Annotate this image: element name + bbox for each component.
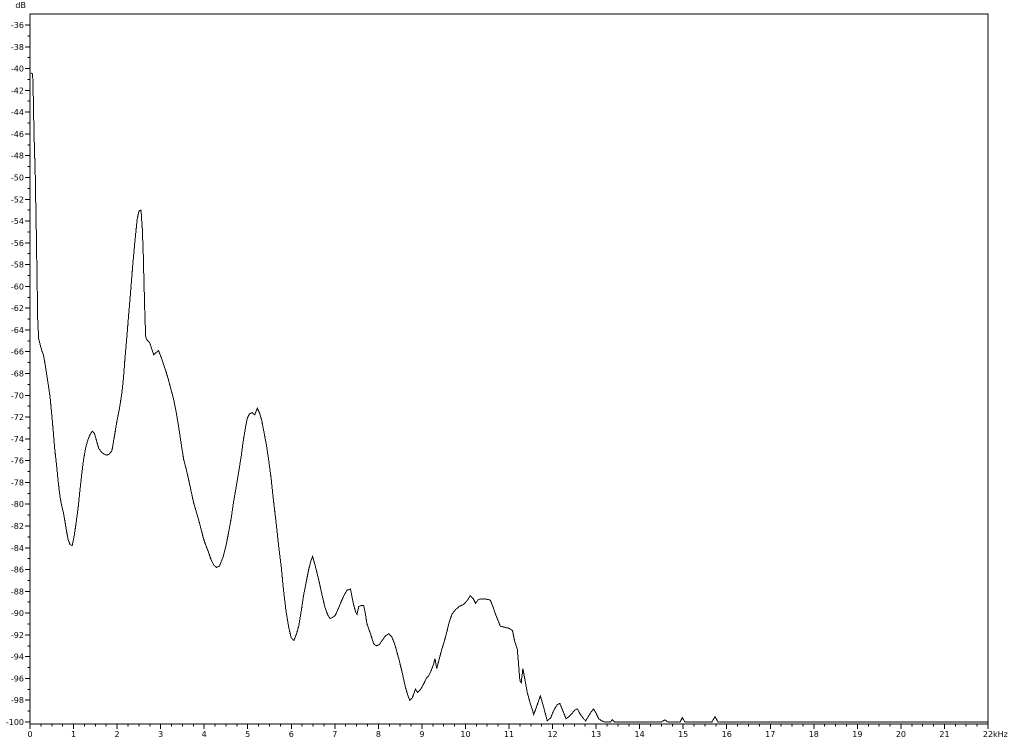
y-axis-tick-label: -80 bbox=[11, 500, 24, 509]
y-axis-tick-label: -56 bbox=[11, 239, 24, 248]
y-axis-tick-label: -74 bbox=[11, 435, 24, 444]
y-axis-tick-label: -84 bbox=[11, 544, 24, 553]
x-axis-tick-label: 22 bbox=[983, 730, 993, 739]
y-axis-tick-label: -38 bbox=[11, 43, 24, 52]
x-axis-tick-label: 10 bbox=[460, 730, 470, 739]
y-axis-tick-label: -54 bbox=[11, 217, 24, 226]
y-axis-tick-label: -44 bbox=[11, 108, 24, 117]
x-axis-tick-label: 3 bbox=[158, 730, 163, 739]
y-axis-tick-label: -60 bbox=[11, 282, 24, 291]
x-axis-tick-label: 4 bbox=[202, 730, 207, 739]
x-axis-unit-label: kHz bbox=[993, 730, 1008, 739]
x-axis-tick-label: 17 bbox=[765, 730, 775, 739]
y-axis-tick-label: -78 bbox=[11, 478, 24, 487]
y-axis-tick-label: -66 bbox=[11, 348, 24, 357]
y-axis-major-ticks bbox=[25, 24, 30, 723]
x-axis-tick-label: 13 bbox=[591, 730, 601, 739]
y-axis-unit-label: dB bbox=[15, 1, 26, 10]
x-axis-tick-label: 20 bbox=[896, 730, 906, 739]
x-axis-tick-label: 19 bbox=[852, 730, 862, 739]
x-axis-tick-label: 15 bbox=[678, 730, 688, 739]
y-axis-tick-label: -82 bbox=[11, 522, 24, 531]
y-axis-tick-label: -86 bbox=[11, 566, 24, 575]
y-axis-tick-label: -40 bbox=[11, 65, 24, 74]
x-axis-tick-label: 21 bbox=[939, 730, 949, 739]
y-axis-tick-label: -76 bbox=[11, 457, 24, 466]
x-axis-tick-label: 16 bbox=[722, 730, 732, 739]
x-axis-tick-label: 2 bbox=[115, 730, 120, 739]
x-axis-tick-label: 9 bbox=[419, 730, 424, 739]
y-axis-tick-label: -64 bbox=[11, 326, 24, 335]
y-axis-tick-label: -72 bbox=[11, 413, 24, 422]
y-axis-tick-label: -88 bbox=[11, 587, 24, 596]
y-axis-tick-label: -62 bbox=[11, 304, 24, 313]
x-axis-labels: 0 1 2 3 4 5 6 7 8 9 10 11 12 13 14 15 16 17 18 19 20 21 22 bbox=[27, 730, 993, 739]
y-axis-tick-label: -36 bbox=[11, 21, 24, 30]
x-axis-tick-label: 1 bbox=[71, 730, 76, 739]
x-axis-tick-label: 12 bbox=[547, 730, 557, 739]
x-axis-tick-label: 5 bbox=[245, 730, 250, 739]
y-axis-tick-label: -48 bbox=[11, 152, 24, 161]
plot-frame bbox=[29, 13, 989, 725]
x-axis-tick-label: 8 bbox=[376, 730, 381, 739]
x-axis-tick-label: 11 bbox=[504, 730, 514, 739]
y-axis-tick-label: -94 bbox=[11, 653, 24, 662]
y-axis-tick-label: -100 bbox=[6, 718, 24, 727]
y-axis-tick-label: -92 bbox=[11, 631, 24, 640]
x-axis-tick-label: 6 bbox=[289, 730, 294, 739]
x-axis-tick-label: 0 bbox=[27, 730, 32, 739]
y-axis-tick-label: -96 bbox=[11, 674, 24, 683]
y-axis-tick-label: -42 bbox=[11, 86, 24, 95]
y-axis-tick-label: -68 bbox=[11, 370, 24, 379]
spectrum-curve bbox=[30, 72, 988, 723]
y-axis-tick-label: -98 bbox=[11, 696, 24, 705]
x-axis-major-ticks bbox=[29, 724, 989, 729]
x-axis-tick-label: 14 bbox=[635, 730, 645, 739]
y-axis-tick-label: -58 bbox=[11, 261, 24, 270]
y-axis-tick-label: -70 bbox=[11, 391, 24, 400]
y-axis-tick-label: -90 bbox=[11, 609, 24, 618]
x-axis-tick-label: 7 bbox=[332, 730, 337, 739]
y-axis-tick-label: -52 bbox=[11, 195, 24, 204]
x-axis-tick-label: 18 bbox=[809, 730, 819, 739]
y-axis-labels: -36 -38 -40 -42 -44 -46 -48 -50 -52 -54 -56 -58 -60 -… bbox=[6, 21, 24, 727]
y-axis-tick-label: -46 bbox=[11, 130, 24, 139]
y-axis-tick-label: -50 bbox=[11, 173, 24, 182]
